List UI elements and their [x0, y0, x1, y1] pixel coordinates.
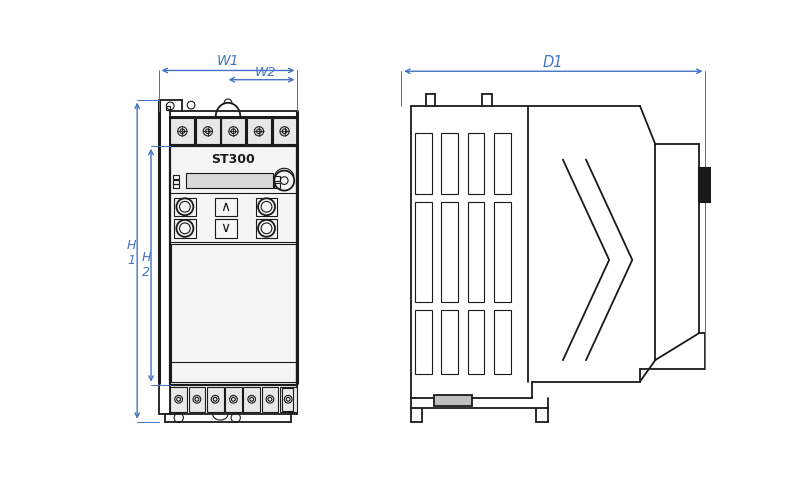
- Text: H
1: H 1: [126, 239, 135, 267]
- Text: ST300: ST300: [211, 153, 255, 166]
- Bar: [272, 118, 296, 144]
- Bar: [174, 219, 196, 238]
- Bar: [282, 388, 293, 411]
- Bar: [247, 118, 271, 144]
- Bar: [170, 118, 194, 144]
- Bar: [173, 185, 179, 188]
- Bar: [493, 133, 511, 194]
- Bar: [215, 219, 237, 238]
- Bar: [174, 197, 196, 216]
- Bar: [415, 202, 432, 302]
- Bar: [173, 180, 179, 184]
- Bar: [415, 133, 432, 194]
- Bar: [415, 310, 432, 374]
- Bar: [207, 387, 223, 411]
- Bar: [434, 395, 472, 406]
- Bar: [493, 310, 511, 374]
- Bar: [243, 387, 260, 411]
- Text: ∧: ∧: [221, 200, 230, 214]
- Bar: [274, 176, 280, 181]
- Bar: [441, 202, 459, 302]
- Text: W2: W2: [254, 65, 276, 79]
- Bar: [256, 219, 277, 238]
- Bar: [196, 118, 220, 144]
- Bar: [222, 118, 246, 144]
- Bar: [698, 167, 711, 202]
- Text: ∨: ∨: [221, 221, 230, 235]
- Bar: [186, 173, 272, 188]
- Bar: [170, 387, 187, 411]
- Bar: [169, 146, 297, 384]
- Bar: [274, 183, 280, 188]
- Bar: [467, 310, 485, 374]
- Text: H
2: H 2: [142, 251, 151, 279]
- Bar: [280, 387, 296, 411]
- Text: D1: D1: [543, 55, 564, 70]
- Bar: [188, 387, 205, 411]
- Bar: [225, 387, 242, 411]
- Bar: [493, 202, 511, 302]
- Bar: [467, 133, 485, 194]
- Bar: [441, 133, 459, 194]
- Bar: [171, 244, 295, 382]
- Bar: [215, 197, 237, 216]
- Bar: [441, 310, 459, 374]
- Bar: [166, 106, 170, 110]
- Bar: [173, 175, 179, 179]
- Bar: [256, 197, 277, 216]
- Text: W1: W1: [217, 54, 239, 68]
- Bar: [261, 387, 278, 411]
- Bar: [467, 202, 485, 302]
